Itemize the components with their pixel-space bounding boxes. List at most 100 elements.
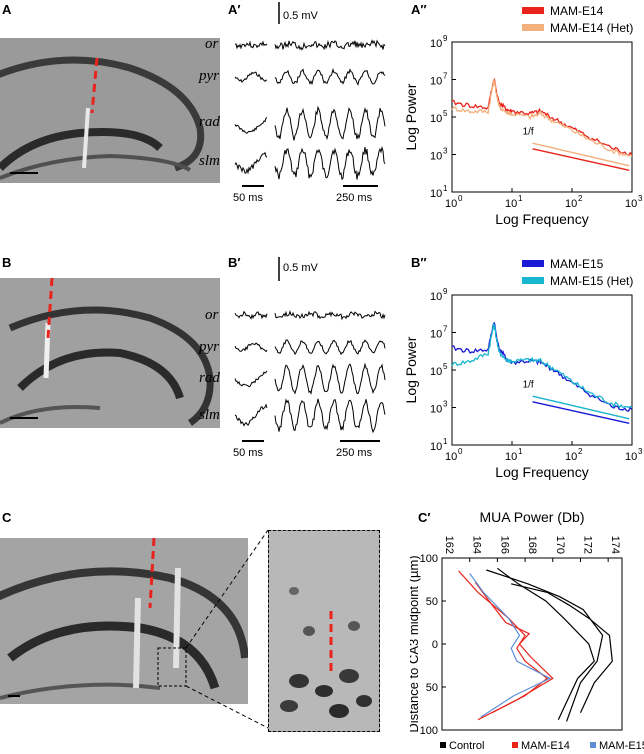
inset-cells-drawing: [269, 531, 379, 731]
trace-slm-short-a: [234, 151, 268, 175]
trace-pyr-long-b: [274, 339, 386, 356]
layer-label-pyr-b: pyr: [199, 339, 219, 355]
trace-or-long-a: [274, 39, 386, 51]
mua-power-chart: MUA Power (Db) 162 164 166 168 170 172 174 100 50…: [410, 510, 644, 752]
y-tick-label: 50: [426, 596, 438, 608]
y-tick-exponent: 5: [443, 109, 448, 118]
x-tick-label: 168: [526, 536, 538, 554]
legend-label: MAM-E15: [599, 740, 644, 752]
x-tick-label: 162: [443, 536, 455, 554]
y-tick-label: 10: [430, 441, 442, 453]
y-tick-label: 0: [432, 639, 438, 651]
x-axis-label: Log Frequency: [495, 211, 588, 227]
y-tick-label: 10: [430, 404, 442, 416]
layer-label-slm-b: slm: [199, 407, 220, 423]
x-tick-exponent: 1: [518, 194, 523, 203]
plot-frame: [441, 557, 623, 731]
trace-pyr-short-b: [234, 342, 268, 353]
mua-line-2: [511, 583, 613, 714]
trace-rad-long-b: [274, 362, 386, 395]
time-scale-long-a: 250 ms: [336, 192, 373, 204]
y-tick-exponent: 9: [443, 287, 448, 296]
y-tick-label: 10: [430, 366, 442, 378]
legend-swatch: [590, 742, 596, 748]
y-tick-exponent: 9: [443, 34, 448, 43]
panel-label-a-dprime: A″: [411, 2, 427, 17]
hippocampus-c-drawing: [0, 538, 248, 704]
x-tick-label: 10: [445, 198, 457, 210]
trace-slm-long-b: [274, 398, 386, 434]
trace-rad-short-a: [234, 117, 268, 134]
y-tick-exponent: 3: [443, 400, 448, 409]
one-over-f-line: [532, 142, 630, 167]
y-tick-exponent: 1: [443, 437, 448, 446]
x-axis-label: Log Frequency: [495, 464, 588, 480]
trace-or-short-a: [234, 40, 268, 50]
panel-label-c: C: [2, 510, 12, 525]
legend-label: MAM-E15: [550, 257, 604, 271]
trace-pyr-long-a: [274, 67, 386, 86]
y-tick-label: 10: [430, 151, 442, 163]
x-tick-exponent: 1: [518, 447, 523, 456]
legend-swatch: [522, 277, 544, 284]
y-tick-label: 10: [430, 329, 442, 341]
series-line-1: [451, 323, 633, 409]
panel-label-c-prime: C′: [418, 510, 431, 525]
voltage-scale-a: 0.5 mV: [283, 10, 318, 22]
y-axis-label: Log Power: [403, 83, 419, 150]
series-line-1: [451, 78, 633, 157]
one-over-f-line: [532, 148, 630, 172]
hippocampus-b-drawing: [0, 278, 220, 428]
layer-label-rad-a: rad: [199, 114, 220, 130]
x-tick-label: 10: [445, 451, 457, 463]
legend-swatch: [522, 7, 544, 14]
legend-label: MAM-E14: [521, 740, 570, 752]
layer-label-rad-b: rad: [199, 370, 220, 386]
x-tick-label: 10: [625, 451, 637, 463]
x-tick-label: 10: [625, 198, 637, 210]
legend-label: MAM-E14: [550, 4, 604, 18]
micrograph-c: [0, 538, 248, 704]
legend-label: MAM-E14 (Het): [550, 21, 633, 35]
y-tick-label: 10: [430, 113, 442, 125]
x-tick-exponent: 3: [638, 447, 643, 456]
x-tick-label: 10: [505, 198, 517, 210]
micrograph-b: [0, 278, 220, 428]
panel-label-a: A: [2, 2, 12, 17]
panel-label-a-prime: A′: [228, 2, 241, 17]
y-axis-label: Log Power: [403, 336, 419, 403]
trace-slm-long-a: [274, 145, 386, 181]
legend-label: Control: [449, 740, 484, 752]
plot-frame: [451, 294, 633, 446]
y-axis-label: Distance to CA3 midpoint (µm): [410, 555, 421, 732]
lfp-traces-a: [234, 2, 386, 187]
x-tick-label: 174: [609, 536, 621, 554]
trace-rad-short-b: [234, 370, 268, 388]
trace-slm-short-b: [234, 403, 268, 427]
x-tick-label: 166: [498, 536, 510, 554]
x-tick-exponent: 0: [458, 447, 463, 456]
x-tick-label: 10: [505, 451, 517, 463]
y-tick-exponent: 3: [443, 147, 448, 156]
mua-line-1: [486, 569, 604, 722]
panel-label-b: B: [2, 255, 12, 270]
y-tick-label: 10: [430, 188, 442, 200]
layer-label-pyr-a: pyr: [199, 68, 219, 84]
x-tick-label: 10: [565, 198, 577, 210]
x-tick-exponent: 0: [458, 194, 463, 203]
trace-rad-long-a: [274, 105, 386, 141]
legend-swatch: [522, 24, 544, 31]
legend-swatch: [512, 742, 518, 748]
y-tick-exponent: 7: [443, 72, 448, 81]
y-tick-exponent: 1: [443, 184, 448, 193]
chart-title: MUA Power (Db): [479, 510, 584, 525]
layer-label-or-a: or: [205, 36, 219, 52]
voltage-scale-b: 0.5 mV: [283, 262, 318, 274]
x-tick-label: 10: [565, 451, 577, 463]
x-tick-exponent: 2: [578, 194, 583, 203]
trace-or-short-b: [234, 310, 268, 320]
micrograph-a: [0, 38, 220, 183]
trace-pyr-short-a: [234, 71, 268, 84]
